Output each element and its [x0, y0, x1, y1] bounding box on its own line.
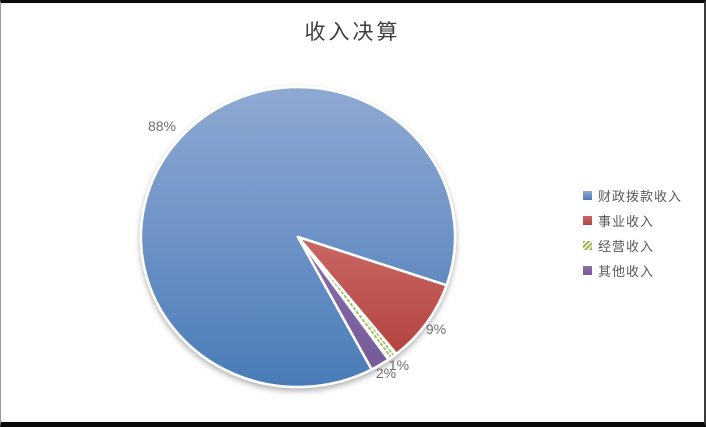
pie-data-label-3: 2% [375, 365, 397, 381]
legend-label: 其他收入 [598, 264, 655, 279]
legend-label: 财政拨款收入 [598, 189, 683, 204]
legend-label: 事业收入 [598, 214, 655, 229]
legend-swatch-jingying-icon [583, 241, 592, 250]
legend-label: 经营收入 [598, 239, 655, 254]
legend-item-caizheng: 财政拨款收入 [583, 183, 682, 208]
pie-slice-3 [296, 235, 390, 371]
pie-chart [139, 85, 457, 389]
pie-data-label-2: 1% [388, 357, 410, 373]
legend-item-jingying: 经营收入 [583, 233, 682, 258]
legend-item-shiye: 事业收入 [583, 208, 682, 233]
legend-item-qita: 其他收入 [583, 258, 682, 283]
chart-title: 收入决算 [304, 21, 401, 44]
pie-slice-1 [296, 235, 448, 356]
legend-swatch-caizheng-icon [583, 191, 592, 200]
legend: 财政拨款收入 事业收入 经营收入 其他收入 [583, 183, 682, 283]
legend-swatch-shiye-icon [583, 216, 592, 225]
pie-data-label-0: 88% [147, 118, 177, 134]
pie-data-label-1: 9% [425, 321, 447, 337]
legend-swatch-qita-icon [583, 266, 592, 275]
